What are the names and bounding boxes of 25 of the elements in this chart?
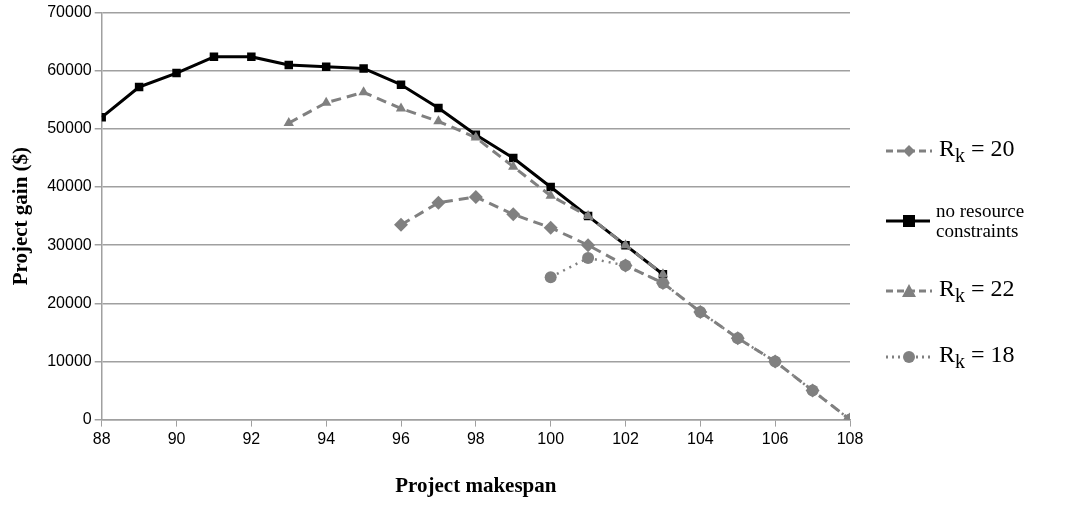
x-tick-label: 92 bbox=[242, 429, 261, 447]
x-tick-label: 94 bbox=[317, 429, 336, 447]
legend-label: R$_{k}$ = 20 bbox=[939, 135, 1015, 168]
legend-label: no resource constraints bbox=[936, 200, 1026, 242]
x-tick-label: 104 bbox=[686, 429, 714, 447]
y-tick-label: 70000 bbox=[47, 3, 92, 21]
x-tick-label: 102 bbox=[612, 429, 639, 447]
y-tick-label: 0 bbox=[82, 410, 92, 428]
x-tick-label: 106 bbox=[761, 429, 789, 447]
y-tick-label: 20000 bbox=[47, 293, 92, 311]
y-tick-label: 30000 bbox=[47, 235, 92, 253]
y-axis-title: Project gain ($) bbox=[8, 146, 33, 286]
x-tick-label: 100 bbox=[537, 429, 565, 447]
x-axis-title: Project makespan bbox=[395, 472, 557, 497]
legend-label: R$_{k}$ = 22 bbox=[939, 275, 1015, 307]
y-tick-label: 50000 bbox=[47, 119, 92, 137]
x-tick-label: 88 bbox=[92, 429, 111, 447]
y-tick-label: 10000 bbox=[47, 351, 92, 369]
x-tick-label: 96 bbox=[392, 429, 411, 447]
x-tick-label: 98 bbox=[466, 429, 485, 447]
legend-label: R$_{k}$ = 18 bbox=[939, 340, 1015, 373]
y-tick-label: 40000 bbox=[47, 177, 92, 195]
x-tick-label: 90 bbox=[167, 429, 186, 447]
x-tick-label: 108 bbox=[836, 429, 864, 447]
y-tick-label: 60000 bbox=[47, 61, 92, 79]
